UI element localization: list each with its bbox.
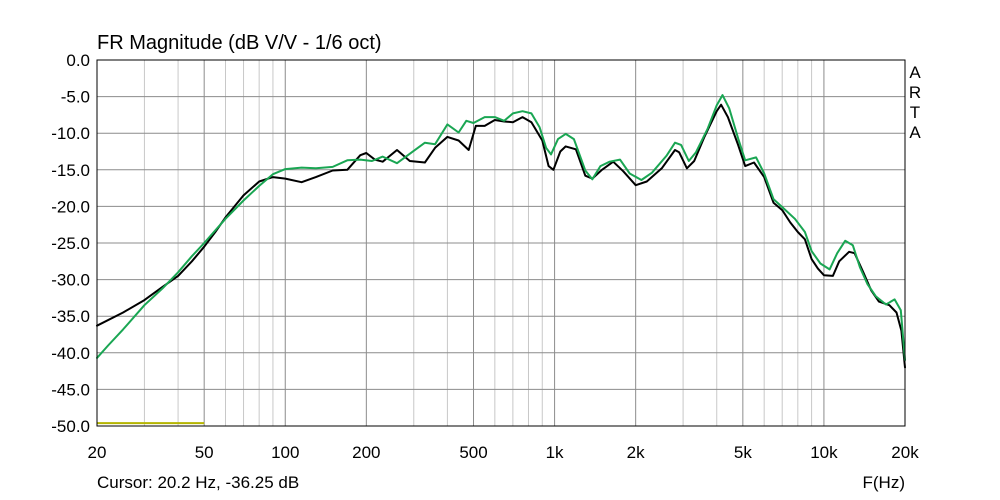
x-tick-label: 5k: [734, 443, 752, 462]
y-tick-label: -45.0: [51, 380, 90, 399]
x-tick-label: 200: [352, 443, 380, 462]
series-line-2: [96, 94, 906, 362]
series-line-1: [96, 103, 906, 369]
y-tick-label: -15.0: [51, 161, 90, 180]
plot-frame: [96, 59, 906, 427]
side-letter: T: [910, 103, 920, 122]
x-tick-label: 50: [195, 443, 214, 462]
x-tick-label: 20k: [891, 443, 919, 462]
y-tick-label: -5.0: [61, 88, 90, 107]
y-tick-label: 0.0: [66, 51, 90, 70]
cursor-readout: Cursor: 20.2 Hz, -36.25 dB: [97, 473, 299, 492]
side-letter: R: [909, 83, 921, 102]
y-tick-label: -40.0: [51, 344, 90, 363]
y-axis-ticks: 0.0 -5.0 -10.0 -15.0 -20.0 -25.0 -30.0 -35.0 -40…: [51, 51, 90, 436]
x-tick-label: 20: [88, 443, 107, 462]
x-tick-label: 100: [271, 443, 299, 462]
x-tick-label: 1k: [546, 443, 564, 462]
side-letter: A: [909, 63, 921, 82]
y-tick-label: -10.0: [51, 124, 90, 143]
x-tick-label: 10k: [810, 443, 838, 462]
plot-series: [96, 94, 906, 369]
chart-title: FR Magnitude (dB V/V - 1/6 oct): [97, 32, 382, 54]
y-tick-label: -25.0: [51, 234, 90, 253]
side-letter: A: [909, 123, 921, 142]
y-tick-label: -20.0: [51, 197, 90, 216]
x-axis-ticks: 20 50 100 200 500 1k 2k 5k 10k 20k: [88, 443, 920, 462]
y-tick-label: -50.0: [51, 417, 90, 436]
x-tick-label: 500: [459, 443, 487, 462]
y-tick-label: -35.0: [51, 307, 90, 326]
x-tick-label: 2k: [627, 443, 645, 462]
y-tick-label: -30.0: [51, 271, 90, 290]
plot-grid: [97, 60, 905, 426]
x-axis-label: F(Hz): [863, 473, 905, 492]
